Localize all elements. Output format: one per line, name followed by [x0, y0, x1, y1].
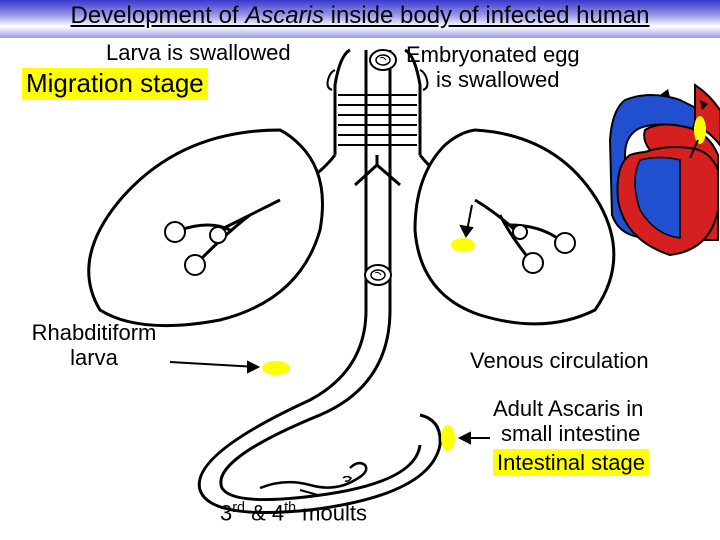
marker-oval-icon [694, 116, 706, 144]
heart-icon [610, 85, 720, 255]
marker-oval-icon [262, 361, 290, 375]
marker-oval-icon [451, 238, 475, 252]
egg-mid-icon [365, 265, 391, 285]
left-lung-icon [89, 130, 323, 326]
right-lung-icon [415, 130, 614, 324]
marker-oval-icon [441, 425, 455, 451]
anatomy-diagram [0, 0, 720, 540]
egg-icon [370, 50, 396, 70]
